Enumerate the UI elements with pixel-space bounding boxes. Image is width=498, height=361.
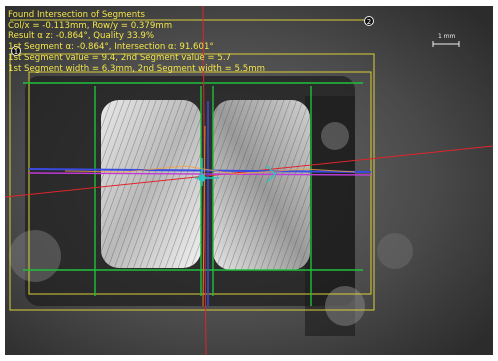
roi-start-marker[interactable]: 1 — [11, 46, 21, 56]
roi-end-marker[interactable]: 2 — [364, 16, 374, 26]
roi-inner — [28, 71, 372, 295]
measurement-overlay: Found Intersection of Segments Col/x = -0… — [8, 10, 265, 74]
scale-bar-label: 1 mm — [438, 33, 456, 40]
intersection-cursor — [195, 158, 276, 186]
image-viewer[interactable]: 1 2 1 mm Found Intersection of Segments C… — [5, 6, 493, 355]
edge-lines — [23, 82, 363, 306]
roi-outer — [9, 53, 375, 311]
overlay-line: Col/x = -0.113mm, Row/y = 0.379mm — [8, 20, 173, 31]
left-pad — [101, 100, 201, 268]
overlay-line: Found Intersection of Segments — [8, 10, 145, 20]
overlay-line: 1st Segment α: -0.864°, Intersection α: … — [8, 42, 214, 53]
camera-image — [5, 6, 493, 355]
segment-lines — [28, 101, 372, 307]
overlay-line: 1st Segment value = 9.4, 2nd Segment val… — [8, 52, 232, 63]
right-pad — [213, 100, 310, 270]
overlay-line: Result α z: -0.864°, Quality 33.9% — [8, 31, 155, 42]
overlay-line: 1st Segment width = 6.3mm, 2nd Segment w… — [8, 63, 265, 74]
